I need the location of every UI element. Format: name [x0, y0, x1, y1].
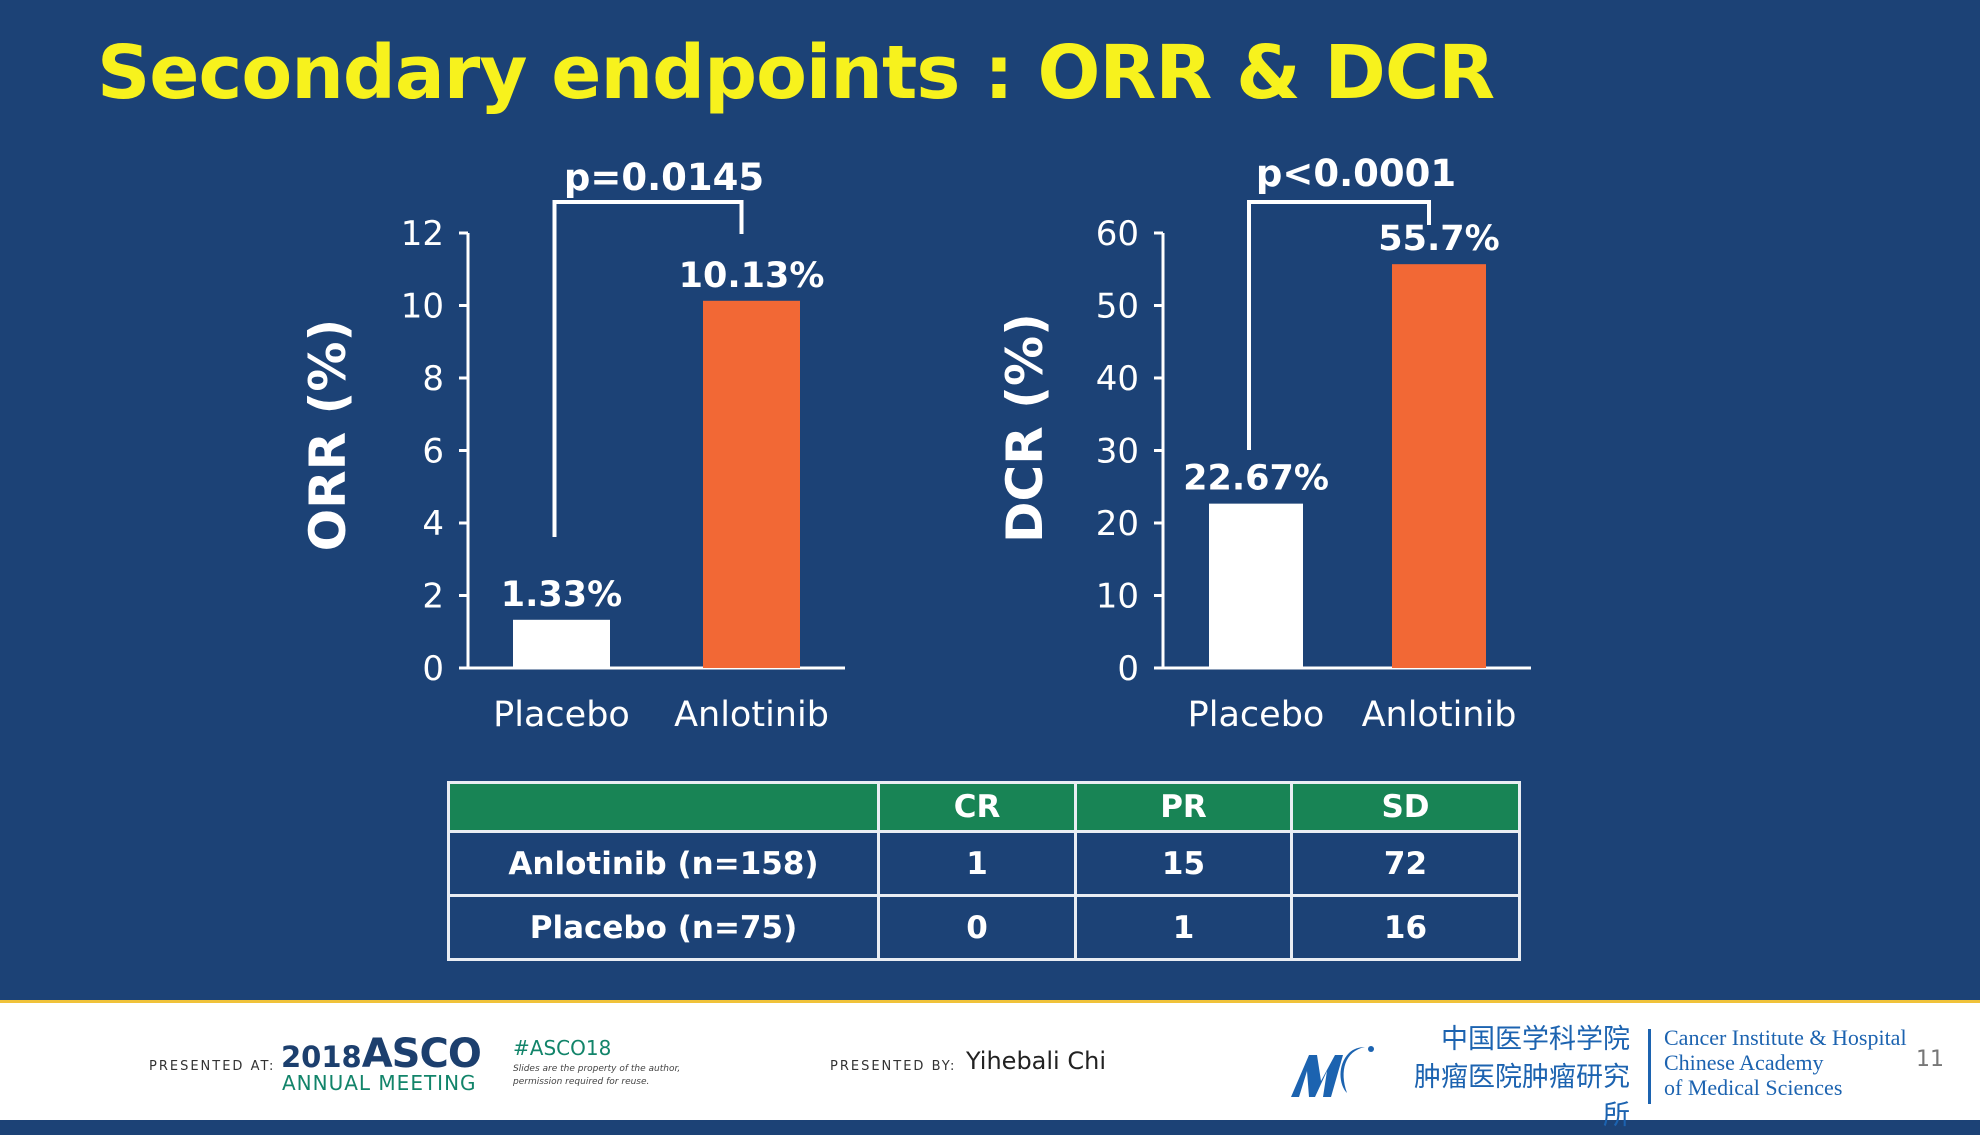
data-label: 10.13%	[679, 256, 825, 296]
y-tick-label: 2	[422, 577, 444, 617]
disclaimer: Slides are the property of the author, p…	[513, 1063, 680, 1089]
institution-divider	[1648, 1029, 1651, 1104]
table-row: Placebo (n=75) 0 1 16	[447, 894, 1521, 961]
cell-sd: 72	[1290, 830, 1521, 897]
y-tick-label: 10	[1096, 577, 1139, 617]
y-tick-label: 0	[1117, 649, 1139, 689]
institution-logo-icon	[1291, 1046, 1374, 1097]
hashtag: #ASCO18	[513, 1036, 612, 1060]
presenter-name: Yihebali Chi	[966, 1047, 1106, 1075]
y-tick-label: 60	[1096, 214, 1139, 254]
asco-name: ASCO	[361, 1031, 482, 1077]
category-label: Anlotinib	[1362, 695, 1517, 735]
slide: Secondary endpoints : ORR & DCR 0 2 4 6 8 10 1…	[97, 30, 1531, 961]
cell-cr: 1	[877, 830, 1077, 897]
table-header-row: CR PR SD	[447, 781, 1521, 833]
table-header-empty	[447, 781, 880, 833]
cell-pr: 15	[1074, 830, 1293, 897]
significance-bracket	[1247, 200, 1431, 450]
slide-title: Secondary endpoints : ORR & DCR	[97, 30, 1495, 116]
row-label: Anlotinib (n=158)	[447, 830, 880, 897]
y-tick-label: 6	[422, 432, 444, 472]
orr-chart: 0 2 4 6 8 10 12 ORR (%) 1.33% Placebo 10.13% Anloti…	[299, 156, 845, 735]
presented-at-label: PRESENTED AT:	[149, 1059, 276, 1074]
institution-cn-line-1: 中国医学科学院	[1441, 1024, 1630, 1055]
y-tick-label: 50	[1096, 287, 1139, 327]
bar-anlotinib	[703, 300, 800, 668]
charts-canvas: 0 2 4 6 8 10 12 ORR (%) 1.33% Placebo 10.13% Anloti…	[299, 152, 1531, 735]
disclaimer-line-2: permission required for reuse.	[513, 1077, 650, 1087]
data-label: 55.7%	[1378, 219, 1499, 259]
table-header-pr: PR	[1074, 781, 1293, 833]
bar-anlotinib	[1392, 264, 1486, 668]
category-label: Anlotinib	[674, 695, 829, 735]
data-label: 1.33%	[501, 575, 622, 615]
table-header-sd: SD	[1290, 781, 1521, 833]
y-tick-label: 0	[422, 649, 444, 689]
institution-en-line-1: Cancer Institute & Hospital	[1664, 1025, 1907, 1050]
response-table: CR PR SD Anlotinib (n=158) 1 15 72 Place…	[447, 781, 1521, 961]
table-header-cr: CR	[877, 781, 1077, 833]
disclaimer-line-1: Slides are the property of the author,	[513, 1064, 681, 1074]
y-axis-label: ORR (%)	[299, 319, 357, 552]
cell-pr: 1	[1074, 894, 1293, 961]
footer: PRESENTED AT: 2018ASCO ANNUAL MEETING #A…	[0, 1000, 1980, 1131]
row-label: Placebo (n=75)	[447, 894, 880, 961]
y-tick-label: 40	[1096, 359, 1139, 399]
y-tick-label: 8	[422, 359, 444, 399]
category-label: Placebo	[493, 695, 630, 735]
p-value-label: p<0.0001	[1256, 152, 1456, 195]
p-value-label: p=0.0145	[564, 156, 764, 199]
y-tick-label: 10	[401, 287, 444, 327]
institution-chinese-name: 中国医学科学院 肿瘤医院肿瘤研究所	[1390, 1021, 1630, 1135]
category-label: Placebo	[1188, 695, 1325, 735]
table-row: Anlotinib (n=158) 1 15 72	[447, 830, 1521, 897]
institution-en-line-2: Chinese Academy	[1664, 1050, 1824, 1075]
y-tick-label: 12	[401, 214, 444, 254]
data-label: 22.67%	[1183, 459, 1329, 499]
page-number: 11	[1916, 1047, 1944, 1072]
y-tick-label: 4	[422, 504, 444, 544]
institution-en-line-3: of Medical Sciences	[1664, 1075, 1843, 1100]
y-tick-label: 30	[1096, 432, 1139, 472]
presented-by-label: PRESENTED BY:	[830, 1059, 957, 1074]
asco-year: 2018	[281, 1040, 362, 1074]
bar-placebo	[513, 619, 610, 668]
institution-english-name: Cancer Institute & Hospital Chinese Acad…	[1664, 1025, 1907, 1100]
asco-meeting: ANNUAL MEETING	[282, 1071, 477, 1095]
cell-cr: 0	[877, 894, 1077, 961]
y-axis-label: DCR (%)	[996, 313, 1054, 543]
y-tick-label: 20	[1096, 504, 1139, 544]
cell-sd: 16	[1290, 894, 1521, 961]
bar-placebo	[1209, 503, 1303, 668]
asco-logo: 2018ASCO	[281, 1031, 482, 1077]
dcr-chart: 0 10 20 30 40 50 60 DCR (%) 22.67% Placebo 55.7% An…	[996, 152, 1531, 735]
significance-bracket	[552, 200, 744, 537]
institution-cn-line-2: 肿瘤医院肿瘤研究所	[1414, 1062, 1630, 1131]
